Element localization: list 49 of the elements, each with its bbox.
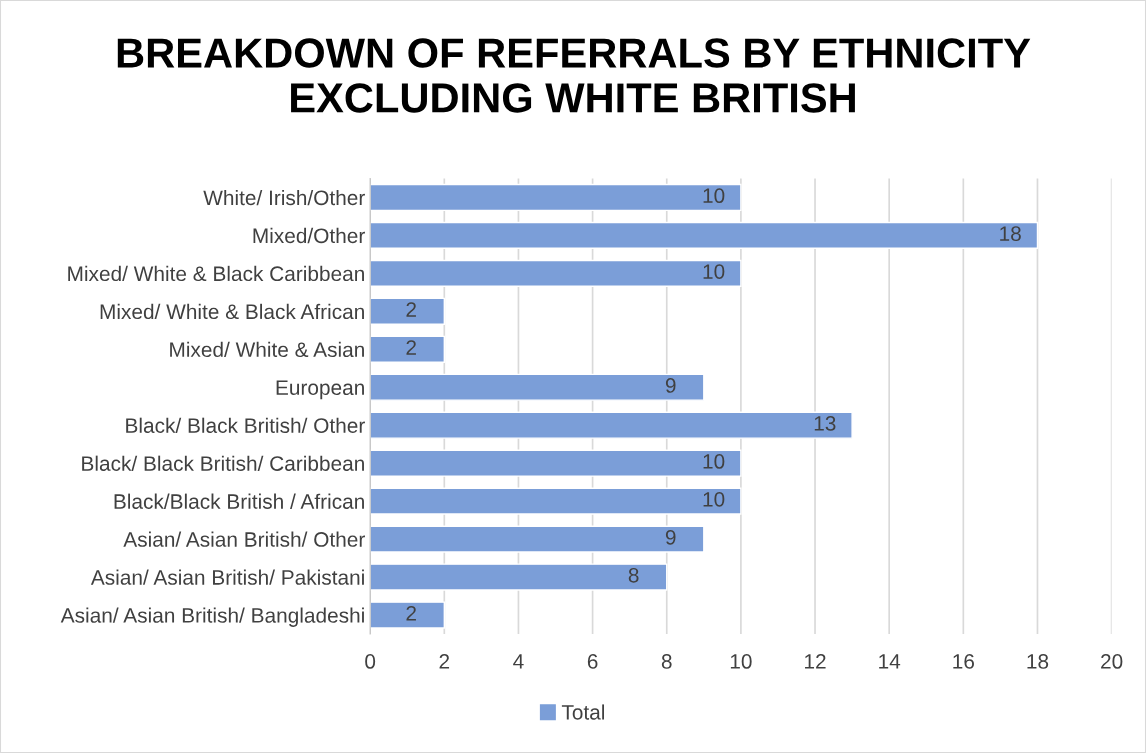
x-tick-label: 4	[513, 654, 524, 669]
data-label: 2	[406, 605, 416, 621]
y-tick-label: Mixed/ White & Black Caribbean	[68, 265, 364, 282]
chart-title: BREAKDOWN OF REFERRALS BY ETHNICITY EXCLUDING WHITE BRITISH	[117, 38, 1031, 113]
x-tick-label: 14	[879, 654, 901, 669]
data-label: 10	[703, 491, 725, 507]
data-label: 2	[406, 302, 416, 317]
y-tick-label: Asian/ Asian British/ Bangladeshi	[60, 607, 364, 627]
y-tick-label: Mixed/Other	[253, 227, 365, 244]
bar	[370, 297, 445, 325]
bar	[370, 335, 445, 363]
x-tick-label: 8	[661, 654, 672, 669]
bar	[370, 221, 1039, 250]
bar	[370, 525, 705, 553]
data-label: 18	[1000, 226, 1021, 241]
y-tick-label: Asian/ Asian British/ Other	[123, 531, 365, 547]
bar	[370, 563, 668, 591]
x-tick-label: 10	[730, 654, 752, 669]
bar	[370, 373, 705, 401]
y-tick-label: Black/ Black British/ Caribbean	[82, 455, 364, 471]
y-tick-label: Black/Black British / African	[114, 493, 364, 509]
bar	[370, 601, 445, 629]
x-tick-label: 12	[805, 654, 826, 669]
data-label: 10	[703, 188, 725, 204]
data-label: 10	[703, 454, 725, 469]
x-tick-label: 16	[953, 654, 974, 669]
bar	[370, 183, 742, 212]
legend-label: Total	[561, 704, 605, 720]
bar	[370, 449, 742, 477]
x-tick-label: 6	[587, 654, 598, 669]
y-tick-label: Mixed/ White & Asian	[170, 341, 364, 358]
data-label: 10	[703, 264, 725, 279]
x-tick-label: 2	[439, 654, 450, 669]
data-label: 9	[665, 378, 676, 393]
y-tick-label: Asian/ Asian British/ Pakistani	[90, 569, 364, 585]
data-label: 13	[814, 416, 836, 431]
bar	[370, 487, 742, 515]
bar	[370, 259, 742, 287]
bar	[370, 411, 853, 439]
x-tick-label: 18	[1027, 654, 1049, 669]
y-tick-label: Black/ Black British/ Other	[126, 417, 365, 433]
data-label: 2	[406, 340, 416, 355]
data-label: 8	[628, 567, 639, 583]
x-tick-label: 20	[1101, 654, 1123, 669]
y-tick-label: White/ Irish/Other	[203, 189, 365, 206]
x-tick-label: 0	[365, 654, 376, 669]
y-tick-label: Mixed/ White & Black African	[100, 303, 364, 320]
data-label: 9	[665, 529, 676, 545]
y-tick-label: European	[276, 380, 364, 400]
